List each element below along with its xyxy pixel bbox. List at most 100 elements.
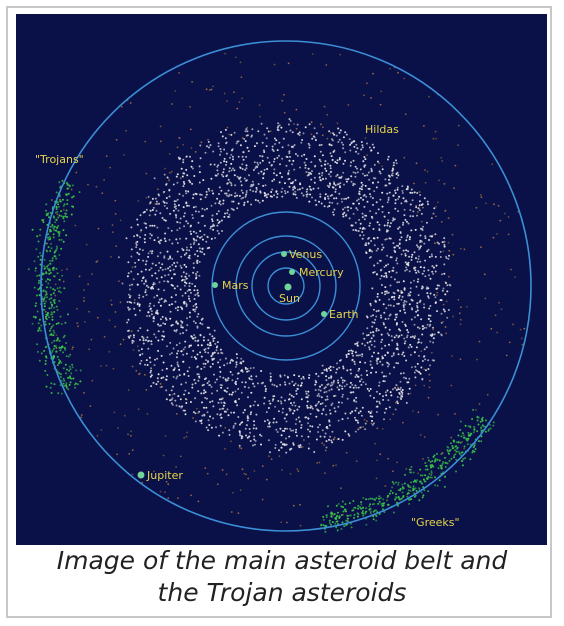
asteroid-dot [205,193,208,196]
asteroid-dot [269,375,272,378]
asteroid-dot [66,368,68,371]
asteroid-dot [334,184,337,187]
asteroid-dot [423,368,426,371]
asteroid-dot [386,499,388,502]
asteroid-dot [329,167,332,170]
asteroid-dot [156,309,159,312]
asteroid-dot [164,232,167,235]
asteroid-dot [450,457,453,460]
asteroid-dot [131,283,134,286]
asteroid-dot [310,133,313,136]
asteroid-dot [225,192,228,195]
asteroid-dot [419,474,422,477]
asteroid-dot [298,131,301,134]
asteroid-dot [418,209,421,212]
asteroid-dot [112,231,114,234]
asteroid-dot [145,294,148,296]
asteroid-dot [384,485,387,487]
asteroid-dot [229,156,231,159]
asteroid-dot [241,369,244,372]
asteroid-dot [168,153,171,155]
asteroid-dot [294,404,297,407]
asteroid-dot [307,142,310,145]
asteroid-dot [50,311,53,314]
asteroid-dot [329,152,332,155]
asteroid-dot [218,200,221,203]
asteroid-dot [158,298,161,301]
asteroid-dot [229,371,232,373]
asteroid-dot [313,181,316,184]
asteroid-dot [328,205,331,207]
asteroid-dot [370,249,373,252]
asteroid-dot [62,205,65,207]
asteroid-dot [140,270,143,273]
asteroid-dot [441,241,444,244]
asteroid-dot [299,444,302,447]
asteroid-dot [381,428,384,430]
asteroid-dot [195,306,198,309]
asteroid-dot [127,318,130,321]
asteroid-dot [436,287,439,290]
asteroid-dot [415,206,418,209]
asteroid-dot [450,384,453,387]
asteroid-dot [498,301,500,304]
asteroid-dot [254,199,257,201]
asteroid-dot [382,380,385,383]
asteroid-dot [174,307,177,310]
asteroid-dot [47,269,50,272]
asteroid-dot [293,384,296,387]
asteroid-dot [221,397,224,400]
asteroid-dot [430,351,433,354]
asteroid-dot [51,259,54,262]
asteroid-dot [199,198,202,201]
asteroid-dot [416,479,419,482]
asteroid-dot [424,237,427,240]
asteroid-dot [315,415,318,418]
asteroid-dot [180,383,183,386]
asteroid-dot [157,330,160,333]
asteroid-dot [318,395,321,398]
asteroid-dot [256,382,259,385]
asteroid-dot [428,274,430,277]
asteroid-dot [85,243,88,246]
asteroid-dot [207,187,210,190]
asteroid-dot [236,357,239,359]
asteroid-dot [287,376,289,379]
asteroid-dot [448,275,450,278]
asteroid-dot [288,150,291,153]
asteroid-dot [129,102,132,104]
asteroid-dot [348,138,351,141]
asteroid-dot [382,498,385,501]
asteroid-dot [192,197,194,200]
asteroid-dot [220,150,222,153]
asteroid-dot [60,373,62,376]
asteroid-dot [149,361,152,364]
asteroid-dot [56,309,59,311]
asteroid-dot [135,369,138,372]
asteroid-dot [373,396,375,399]
asteroid-dot [345,178,347,181]
asteroid-dot [315,372,318,375]
asteroid-dot [389,391,392,394]
asteroid-dot [336,362,338,365]
asteroid-dot [170,402,173,405]
asteroid-dot [346,397,349,400]
asteroid-dot [185,265,188,268]
asteroid-dot [454,413,456,415]
asteroid-dot [416,370,419,373]
asteroid-dot [402,495,405,497]
asteroid-dot [159,239,162,242]
asteroid-dot [252,366,255,369]
asteroid-dot [330,381,333,384]
asteroid-dot [368,146,371,149]
asteroid-dot [45,345,48,348]
asteroid-dot [434,270,437,273]
asteroid-dot [132,278,135,281]
asteroid-dot [210,177,213,180]
asteroid-dot [369,331,372,334]
asteroid-dot [349,143,352,146]
asteroid-dot [65,384,67,387]
asteroid-dot [170,296,173,299]
asteroid-dot [241,381,244,384]
asteroid-dot [261,159,264,162]
